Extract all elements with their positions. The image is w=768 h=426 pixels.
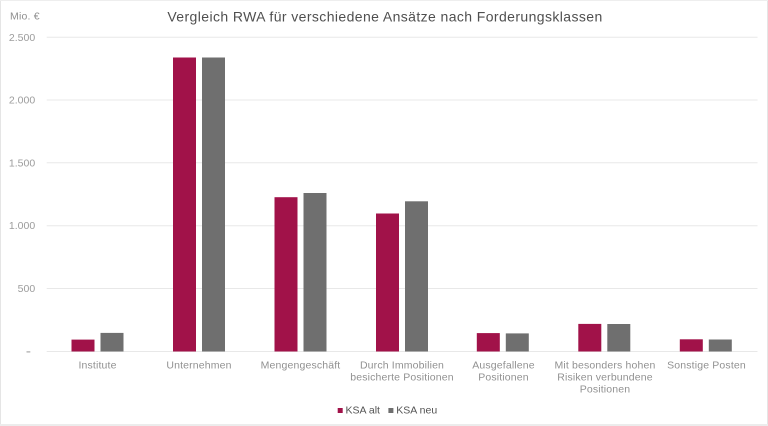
svg-text:1.000: 1.000 [9,220,35,232]
svg-text:Mengengeschäft: Mengengeschäft [261,359,341,371]
svg-text:Positionen: Positionen [580,384,631,396]
svg-text:Risiken verbundene: Risiken verbundene [557,372,653,384]
svg-text:KSA neu: KSA neu [396,405,437,417]
svg-text:Unternehmen: Unternehmen [166,359,231,371]
svg-text:Vergleich RWA für verschiedene: Vergleich RWA für verschiedene Ansätze n… [167,8,602,24]
svg-text:500: 500 [18,283,36,295]
svg-text:Mit besonders hohen: Mit besonders hohen [555,359,656,371]
svg-text:2.000: 2.000 [9,95,35,107]
svg-text:Ausgefallene: Ausgefallene [472,359,535,371]
svg-text:besicherte Positionen: besicherte Positionen [350,372,454,384]
svg-text:Positionen: Positionen [478,372,529,384]
svg-text:Durch Immobilien: Durch Immobilien [360,359,444,371]
svg-text:Mio. €: Mio. € [10,11,40,23]
svg-text:2.500: 2.500 [9,32,35,44]
svg-text:Institute: Institute [78,359,116,371]
svg-text:Sonstige Posten: Sonstige Posten [667,359,746,371]
svg-text:1.500: 1.500 [9,157,35,169]
svg-text:KSA alt: KSA alt [346,405,381,417]
